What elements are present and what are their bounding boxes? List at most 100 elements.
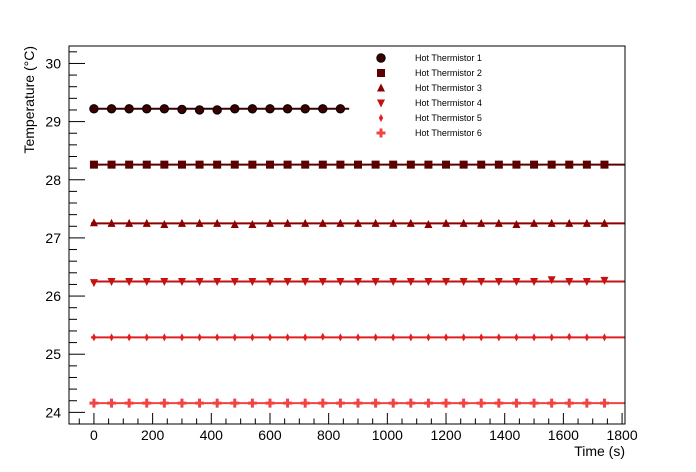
- y-tick-label: 24: [45, 404, 61, 420]
- data-point: [530, 278, 539, 287]
- legend-item-4: Hot Thermistor 4: [377, 98, 482, 108]
- data-point: [582, 160, 591, 169]
- data-point: [194, 105, 205, 115]
- data-point: [567, 332, 572, 341]
- data-point: [142, 278, 151, 287]
- data-point: [142, 218, 151, 227]
- data-point: [335, 104, 346, 114]
- x-tick-label: 1800: [606, 427, 637, 443]
- data-point: [371, 278, 380, 287]
- data-point: [476, 398, 486, 408]
- data-point: [106, 104, 117, 114]
- y-tick-label: 26: [45, 288, 61, 304]
- data-point: [195, 218, 204, 227]
- y-axis-title: Temperature (°C): [21, 46, 37, 154]
- legend-label: Hot Thermistor 4: [415, 98, 482, 108]
- data-point: [424, 160, 433, 169]
- data-point: [89, 398, 99, 408]
- y-axis: 24 25 26 27 28 29 30: [45, 51, 85, 425]
- data-point: [160, 278, 169, 287]
- x-tick-label: 1400: [489, 427, 520, 443]
- data-point: [250, 333, 255, 342]
- data-point: [283, 160, 292, 169]
- data-point: [423, 398, 433, 408]
- data-point: [107, 160, 116, 169]
- data-point: [529, 398, 539, 408]
- data-point: [564, 398, 574, 408]
- data-point: [160, 220, 169, 229]
- series-3-points: [89, 218, 609, 229]
- data-point: [301, 160, 310, 169]
- data-point: [582, 398, 592, 408]
- series-5-points: [91, 332, 607, 342]
- data-point: [318, 218, 327, 227]
- data-point: [354, 278, 363, 287]
- legend-marker: [376, 53, 386, 63]
- data-point: [265, 278, 274, 287]
- x-tick-label: 1000: [372, 427, 403, 443]
- data-point: [230, 398, 240, 408]
- data-point: [195, 398, 205, 408]
- legend-marker: [377, 83, 385, 92]
- data-point: [353, 398, 363, 408]
- data-point: [248, 278, 257, 287]
- data-point: [477, 218, 486, 227]
- data-point: [494, 218, 503, 227]
- data-point: [265, 218, 274, 227]
- data-point: [318, 398, 328, 408]
- data-point: [247, 104, 258, 114]
- y-tick-label: 30: [45, 55, 61, 71]
- data-point: [159, 104, 170, 114]
- data-point: [125, 278, 134, 287]
- series-4-points: [89, 276, 609, 288]
- data-point: [107, 398, 117, 408]
- x-tick-label: 800: [317, 427, 341, 443]
- legend-item-1: Hot Thermistor 1: [376, 53, 482, 63]
- data-point: [406, 278, 415, 287]
- data-point: [371, 218, 380, 227]
- data-point: [267, 333, 273, 342]
- data-point: [107, 218, 116, 227]
- data-point: [125, 160, 134, 169]
- data-point: [212, 105, 222, 115]
- data-point: [197, 333, 202, 342]
- data-point: [230, 160, 239, 169]
- data-point: [406, 398, 416, 408]
- data-point: [301, 218, 310, 227]
- legend-label: Hot Thermistor 1: [415, 53, 482, 63]
- data-point: [373, 333, 378, 342]
- y-tick-label: 25: [45, 346, 61, 362]
- x-tick-label: 1200: [430, 427, 461, 443]
- data-point: [302, 333, 308, 342]
- data-point: [301, 278, 310, 287]
- data-point: [511, 398, 521, 408]
- data-point: [177, 160, 186, 169]
- data-point: [371, 160, 380, 169]
- data-point: [214, 333, 220, 342]
- data-point: [565, 160, 574, 169]
- legend-marker: [376, 128, 386, 138]
- data-point: [599, 398, 609, 408]
- data-point: [336, 218, 345, 227]
- data-point: [496, 333, 502, 342]
- data-point: [408, 333, 414, 342]
- data-point: [124, 398, 134, 408]
- data-point: [160, 160, 169, 169]
- data-point: [213, 278, 222, 287]
- data-point: [514, 333, 519, 342]
- legend-item-5: Hot Thermistor 5: [378, 113, 482, 123]
- legend-marker: [378, 114, 384, 122]
- data-point: [547, 218, 556, 227]
- data-point: [424, 278, 433, 287]
- data-point: [512, 220, 521, 229]
- data-point: [335, 398, 345, 408]
- legend-label: Hot Thermistor 3: [415, 83, 482, 93]
- data-point: [600, 276, 609, 285]
- data-point: [531, 333, 537, 342]
- data-point: [179, 333, 185, 342]
- data-point: [565, 218, 574, 227]
- data-point: [159, 398, 169, 408]
- data-points: [89, 104, 609, 408]
- legend-item-3: Hot Thermistor 3: [377, 83, 482, 93]
